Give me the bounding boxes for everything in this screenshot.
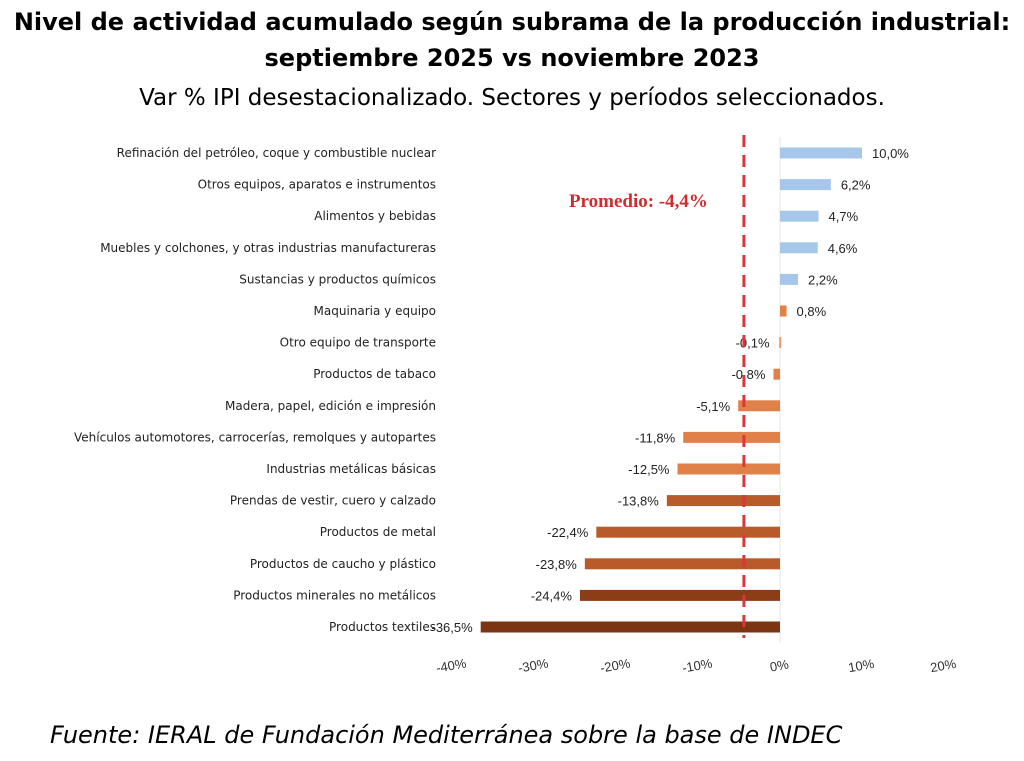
- bar-12: [596, 526, 780, 538]
- value-label-4: 2,2%: [808, 272, 838, 287]
- bar-3: [780, 242, 818, 254]
- category-label-2: Alimentos y bebidas: [314, 209, 436, 223]
- value-label-9: -11,8%: [635, 430, 676, 445]
- category-label-0: Refinación del petróleo, coque y combust…: [117, 146, 436, 160]
- value-label-2: 4,7%: [829, 209, 859, 224]
- category-label-7: Productos de tabaco: [313, 367, 436, 381]
- bar-6: [779, 337, 782, 349]
- bar-4: [780, 273, 799, 285]
- bar-7: [773, 368, 780, 380]
- x-tick-label-3: -10%: [681, 655, 714, 675]
- value-label-5: 0,8%: [797, 304, 827, 319]
- value-label-1: 6,2%: [841, 178, 871, 193]
- value-label-0: 10,0%: [872, 146, 909, 161]
- average-label: Promedio: -4,4%: [569, 191, 708, 212]
- bar-9: [683, 431, 780, 443]
- category-label-12: Productos de metal: [320, 525, 436, 539]
- x-tick-label-2: -20%: [599, 655, 632, 675]
- category-label-1: Otros equipos, aparatos e instrumentos: [198, 178, 436, 192]
- value-label-14: -24,4%: [531, 588, 573, 603]
- value-label-6: -0,1%: [736, 336, 770, 351]
- source-note: Fuente: IERAL de Fundación Mediterránea …: [50, 721, 843, 749]
- category-label-6: Otro equipo de transporte: [280, 336, 436, 350]
- x-tick-label-4: 0%: [769, 656, 791, 674]
- bar-0: [780, 147, 862, 159]
- category-label-4: Sustancias y productos químicos: [239, 272, 436, 286]
- value-label-10: -12,5%: [628, 462, 670, 477]
- value-label-8: -5,1%: [696, 399, 730, 414]
- category-label-11: Prendas de vestir, cuero y calzado: [230, 494, 436, 508]
- bar-15: [480, 621, 780, 633]
- value-label-13: -23,8%: [536, 557, 578, 572]
- bar-8: [738, 400, 780, 412]
- bar-13: [584, 558, 780, 570]
- bar-11: [666, 495, 780, 507]
- chart-title: Nivel de actividad acumulado según subra…: [13, 8, 1011, 72]
- category-label-3: Muebles y colchones, y otras industrias …: [100, 241, 436, 255]
- category-label-15: Productos textiles: [329, 620, 436, 634]
- x-tick-label-1: -30%: [517, 655, 550, 675]
- bar-14: [579, 589, 780, 601]
- category-label-14: Productos minerales no metálicos: [233, 588, 436, 602]
- value-label-3: 4,6%: [828, 241, 858, 256]
- category-label-10: Industrias metálicas básicas: [266, 462, 436, 476]
- bar-5: [780, 305, 787, 317]
- value-label-11: -13,8%: [618, 494, 660, 509]
- chart-subtitle: Var % IPI desestacionalizado. Sectores y…: [139, 85, 885, 111]
- bar-2: [780, 210, 819, 222]
- category-label-5: Maquinaria y equipo: [314, 304, 436, 318]
- category-label-9: Vehículos automotores, carrocerías, remo…: [74, 430, 436, 444]
- value-label-15: -36,5%: [431, 620, 473, 635]
- x-tick-label-0: -40%: [435, 655, 468, 675]
- value-label-7: -0,8%: [731, 367, 765, 382]
- x-tick-label-5: 10%: [847, 656, 876, 675]
- category-label-13: Productos de caucho y plástico: [250, 557, 436, 571]
- value-label-12: -22,4%: [547, 525, 589, 540]
- bar-10: [677, 463, 780, 475]
- bar-1: [780, 179, 831, 191]
- bar-chart: Refinación del petróleo, coque y combust…: [74, 135, 958, 676]
- x-tick-label-6: 20%: [929, 656, 958, 675]
- category-label-8: Madera, papel, edición e impresión: [225, 399, 436, 413]
